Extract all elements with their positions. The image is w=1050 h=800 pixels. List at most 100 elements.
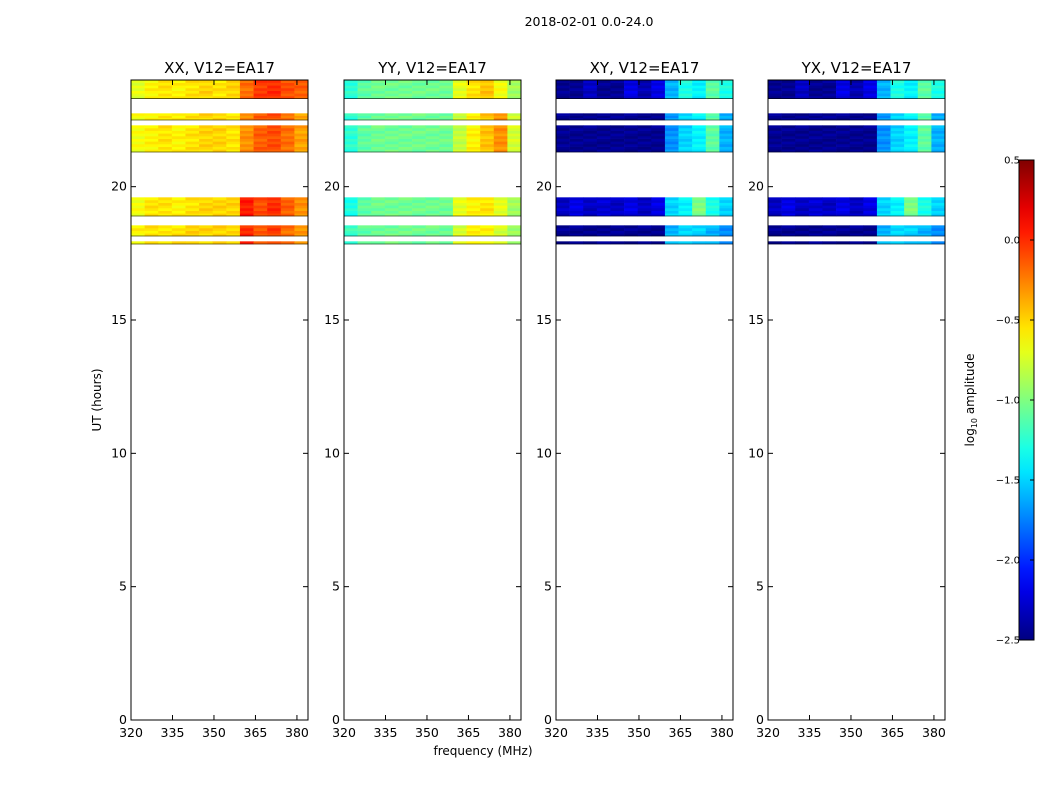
heatmap-cell [637, 141, 652, 145]
heatmap-cell [412, 82, 426, 86]
heatmap-cell [624, 149, 638, 153]
heatmap-cell [768, 208, 782, 211]
heatmap-cell [556, 136, 570, 139]
heatmap-cell [371, 144, 386, 147]
heatmap-cell [344, 200, 358, 203]
heatmap-cell [398, 210, 413, 214]
heatmap-cell [199, 225, 213, 229]
heatmap-cell [692, 210, 707, 214]
heatmap-cell [651, 138, 666, 142]
heatmap-cell [781, 115, 796, 119]
heatmap-cell [556, 202, 570, 206]
heatmap-cell [371, 146, 386, 150]
heatmap-cell [357, 115, 372, 119]
heatmap-cell [199, 197, 213, 201]
heatmap-cell [493, 85, 508, 89]
heatmap-cell [637, 82, 652, 86]
heatmap-cell [596, 233, 611, 237]
heatmap-cell [158, 113, 173, 116]
heatmap-cell [226, 208, 241, 211]
heatmap-cell [371, 113, 386, 116]
heatmap-cell [357, 90, 372, 94]
heatmap-cell [267, 113, 282, 116]
y-tick-label: 10 [111, 445, 127, 460]
heatmap-cell [795, 149, 810, 153]
heatmap-cell [480, 149, 495, 153]
heatmap-cell [808, 90, 823, 94]
heatmap-cell [212, 202, 227, 206]
heatmap-cell [452, 96, 467, 99]
heatmap-cell [344, 202, 358, 206]
heatmap-cell [185, 197, 200, 201]
heatmap-cell [610, 225, 625, 229]
heatmap-cell [610, 197, 625, 201]
heatmap-cell [344, 213, 358, 217]
heatmap-cell [664, 85, 679, 89]
heatmap-cell [637, 128, 652, 131]
heatmap-cell [583, 115, 598, 119]
heatmap-cell [931, 138, 946, 142]
heatmap-cell [398, 141, 413, 145]
y-axis-label: UT (hours) [90, 368, 104, 431]
heatmap-cell [452, 117, 467, 121]
heatmap-cell [849, 228, 864, 231]
heatmap-cell [344, 133, 358, 137]
heatmap-cell [185, 125, 200, 129]
heatmap-cell [131, 202, 145, 206]
heatmap-cell [280, 113, 295, 116]
heatmap-cell [781, 90, 796, 94]
heatmap-cell [226, 133, 241, 137]
heatmap-cell [357, 230, 372, 234]
heatmap-cell [610, 136, 625, 139]
axes-frame [130, 79, 309, 721]
heatmap-cell [226, 138, 241, 142]
heatmap-cell [849, 130, 864, 134]
heatmap-cell [239, 128, 254, 131]
heatmap-cell [719, 205, 734, 209]
heatmap-cell [507, 141, 522, 145]
heatmap-cell [412, 90, 426, 94]
heatmap-cell [212, 141, 227, 145]
heatmap-cell [131, 136, 145, 139]
heatmap-cell [144, 96, 159, 99]
heatmap-cell [795, 138, 810, 142]
heatmap-cell [412, 133, 426, 137]
heatmap-cell [876, 210, 891, 214]
heatmap-cell [822, 88, 837, 91]
heatmap-cell [808, 117, 823, 121]
heatmap-cell [624, 128, 638, 131]
heatmap-cell [144, 117, 159, 121]
heatmap-cell [199, 149, 213, 153]
heatmap-cell [583, 230, 598, 234]
heatmap-cell [171, 85, 186, 89]
heatmap-cell [239, 213, 254, 217]
heatmap-cell [212, 130, 227, 134]
heatmap-cell [664, 233, 679, 237]
heatmap-cell [849, 115, 864, 119]
heatmap-cell [556, 146, 570, 150]
heatmap-cell [863, 197, 878, 201]
heatmap-cell [822, 208, 837, 211]
heatmap-cell [863, 233, 878, 237]
heatmap-cell [507, 205, 522, 209]
heatmap-cell [836, 228, 850, 231]
heatmap-cell [664, 210, 679, 214]
heatmap-cell [267, 230, 282, 234]
heatmap-cell [398, 125, 413, 129]
heatmap-cell [890, 90, 905, 94]
heatmap-cell [863, 90, 878, 94]
heatmap-cell [199, 130, 213, 134]
heatmap-cell [692, 125, 707, 129]
heatmap-cell [371, 213, 386, 217]
heatmap-cell [199, 80, 213, 83]
heatmap-cell [185, 200, 200, 203]
heatmap-cell [294, 210, 309, 214]
heatmap-cell [344, 230, 358, 234]
heatmap-cell [781, 117, 796, 121]
heatmap-cell [836, 85, 850, 89]
heatmap-cell [226, 149, 241, 153]
heatmap-cell [876, 85, 891, 89]
heatmap-cell [412, 136, 426, 139]
heatmap-cell [267, 96, 282, 99]
